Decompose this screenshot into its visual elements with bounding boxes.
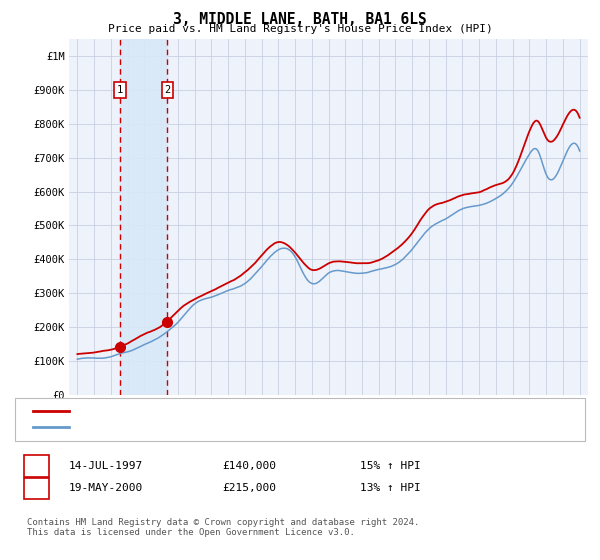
- Text: 13% ↑ HPI: 13% ↑ HPI: [360, 483, 421, 493]
- Text: 15% ↑ HPI: 15% ↑ HPI: [360, 461, 421, 471]
- Text: 2: 2: [164, 85, 170, 95]
- Text: 3, MIDDLE LANE, BATH, BA1 6LS (detached house): 3, MIDDLE LANE, BATH, BA1 6LS (detached …: [78, 406, 365, 416]
- Text: £215,000: £215,000: [222, 483, 276, 493]
- Text: 1: 1: [33, 461, 40, 471]
- Text: Contains HM Land Registry data © Crown copyright and database right 2024.
This d: Contains HM Land Registry data © Crown c…: [27, 518, 419, 538]
- Text: 14-JUL-1997: 14-JUL-1997: [69, 461, 143, 471]
- Text: £140,000: £140,000: [222, 461, 276, 471]
- Text: 3, MIDDLE LANE, BATH, BA1 6LS: 3, MIDDLE LANE, BATH, BA1 6LS: [173, 12, 427, 27]
- Text: Price paid vs. HM Land Registry's House Price Index (HPI): Price paid vs. HM Land Registry's House …: [107, 24, 493, 34]
- Text: 2: 2: [33, 483, 40, 493]
- Bar: [120, 39, 167, 395]
- Text: HPI: Average price, detached house, Bath and North East Somerset: HPI: Average price, detached house, Bath…: [78, 422, 478, 432]
- Text: 1: 1: [117, 85, 123, 95]
- Text: 19-MAY-2000: 19-MAY-2000: [69, 483, 143, 493]
